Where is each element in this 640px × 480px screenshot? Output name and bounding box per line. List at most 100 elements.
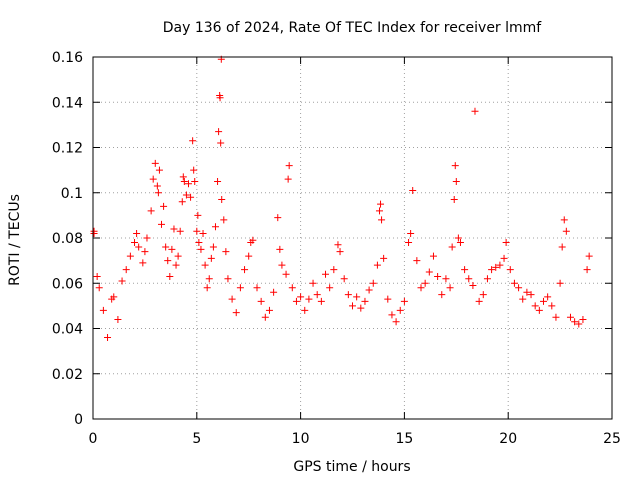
data-point: [531, 302, 539, 310]
data-point: [176, 227, 184, 235]
data-point: [245, 252, 253, 260]
data-point: [301, 306, 309, 314]
data-point: [421, 279, 429, 287]
data-point: [429, 252, 437, 260]
grid-lines: [93, 57, 612, 419]
chart-title: Day 136 of 2024, Rate Of TEC Index for r…: [163, 20, 543, 36]
data-point: [217, 139, 225, 147]
data-point: [232, 309, 240, 317]
data-point: [197, 245, 205, 253]
data-point: [446, 284, 454, 292]
x-axis-label: GPS time / hours: [293, 459, 410, 475]
data-point: [164, 257, 172, 265]
data-point: [400, 297, 408, 305]
data-point: [236, 284, 244, 292]
data-point: [527, 291, 535, 299]
data-point: [203, 284, 211, 292]
data-point: [276, 245, 284, 253]
data-point: [475, 297, 483, 305]
data-point: [562, 227, 570, 235]
data-point: [93, 272, 101, 280]
data-point: [539, 297, 547, 305]
data-point: [552, 313, 560, 321]
data-point: [110, 293, 118, 301]
y-tick-label: 0.12: [52, 141, 83, 157]
data-point: [388, 311, 396, 319]
data-point: [143, 234, 151, 242]
data-point: [377, 200, 385, 208]
data-point: [309, 279, 317, 287]
y-tick-label: 0.02: [52, 367, 83, 383]
data-point: [179, 173, 187, 181]
data-point: [131, 239, 139, 247]
data-point: [326, 284, 334, 292]
data-point: [154, 189, 162, 197]
data-point: [492, 263, 500, 271]
data-point: [95, 284, 103, 292]
data-point: [249, 236, 257, 244]
data-point: [284, 175, 292, 183]
data-point: [317, 297, 325, 305]
data-point: [205, 275, 213, 283]
data-point: [189, 137, 197, 145]
data-point: [190, 166, 198, 174]
data-point: [396, 306, 404, 314]
data-point: [99, 306, 107, 314]
data-point: [450, 196, 458, 204]
data-point: [583, 266, 591, 274]
data-point: [407, 229, 415, 237]
data-point: [172, 261, 180, 269]
data-point: [270, 288, 278, 296]
data-point: [288, 284, 296, 292]
data-point: [162, 243, 170, 251]
y-axis-label: ROTI / TECUs: [7, 194, 23, 286]
data-point: [215, 128, 223, 136]
data-point: [141, 248, 149, 256]
y-tick-label: 0.08: [52, 231, 83, 247]
data-point: [209, 243, 217, 251]
data-point: [405, 239, 413, 247]
data-point: [274, 214, 282, 222]
data-point: [334, 241, 342, 249]
data-point: [434, 272, 442, 280]
data-point: [104, 334, 112, 342]
data-point: [461, 266, 469, 274]
data-point: [139, 259, 147, 267]
data-point: [216, 94, 224, 102]
data-point: [126, 252, 134, 260]
y-tick-label: 0.06: [52, 276, 83, 292]
data-point: [313, 291, 321, 299]
data-point: [571, 318, 579, 326]
data-point: [222, 248, 230, 256]
data-point: [153, 182, 161, 190]
data-point: [195, 239, 203, 247]
data-point: [465, 275, 473, 283]
data-point: [392, 318, 400, 326]
data-point: [322, 270, 330, 278]
data-point: [178, 198, 186, 206]
data-point: [166, 272, 174, 280]
x-tick-label: 0: [89, 431, 98, 447]
data-point: [409, 186, 417, 194]
data-point: [544, 293, 552, 301]
data-point: [187, 193, 195, 201]
data-point: [193, 227, 201, 235]
data-point: [488, 266, 496, 274]
data-point: [585, 252, 593, 260]
data-point: [375, 207, 383, 215]
data-point: [297, 293, 305, 301]
data-point: [151, 159, 159, 167]
y-tick-label: 0.1: [61, 186, 83, 202]
data-point: [118, 277, 126, 285]
data-point: [496, 261, 504, 269]
data-point: [515, 284, 523, 292]
data-point: [253, 284, 261, 292]
data-point: [452, 177, 460, 185]
data-point: [194, 211, 202, 219]
data-point: [448, 243, 456, 251]
data-point: [214, 177, 222, 185]
data-point: [257, 297, 265, 305]
data-point: [451, 162, 459, 170]
